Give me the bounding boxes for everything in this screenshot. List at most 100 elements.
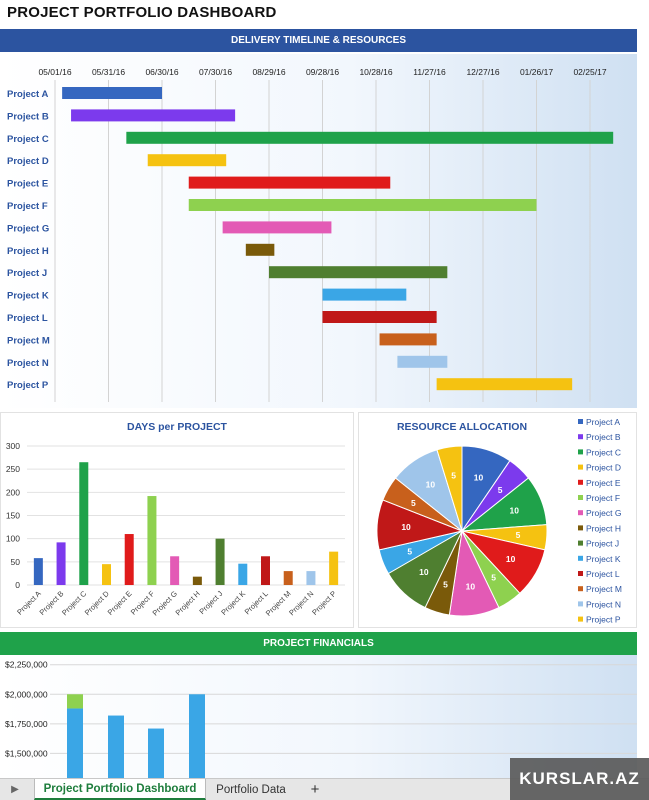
days-xtick: Project P [310,589,338,617]
days-bar-project-p [329,551,339,585]
days-bar-project-g [170,556,180,585]
days-panel: DAYS per PROJECT 0 50 100 150 200 250 300 Projec… [0,412,354,628]
days-bar-project-h [192,576,202,585]
pie-legend-swatch [578,540,583,546]
gantt-task-label: Project C [7,134,49,145]
gantt-bar-project-k [322,288,407,301]
fin-ytick: $1,750,000 [5,719,48,729]
gantt-panel: 05/01/16 05/31/16 06/30/16 07/30/16 08/29/16… [0,54,637,408]
pie-legend-swatch [578,479,583,485]
gantt-date-tick: 01/26/17 [520,67,553,77]
pie-legend-label: Project P [586,615,621,625]
gantt-bar-project-f [188,199,537,211]
pie-chart-title: RESOURCE ALLOCATION [397,421,527,433]
tab-portfolio-data[interactable]: Portfolio Data [216,783,286,796]
gantt-task-label: Project J [7,268,47,279]
pie-legend-label: Project H [586,523,621,533]
gantt-task-label: Project L [7,313,48,324]
days-xtick: Project K [219,589,247,617]
gantt-bar-project-b [71,109,236,122]
pie-legend-label: Project J [586,539,619,549]
add-sheet-button[interactable]: + [310,781,320,798]
days-bar-project-b [56,542,66,585]
fin-ytick: $2,250,000 [5,660,48,670]
fin-bar-base [108,715,124,778]
gantt-chart: 05/01/16 05/31/16 06/30/16 07/30/16 08/29/16… [7,67,614,402]
days-bar-project-k [238,563,248,585]
fin-bar-top [67,694,83,709]
pie-legend-label: Project N [586,599,621,609]
gantt-task-label: Project H [7,246,49,257]
pie-data-label: 5 [443,580,448,590]
gantt-task-label: Project P [7,380,49,391]
days-bar-project-l [261,556,270,585]
pie-legend-swatch [578,434,583,440]
timeline-section-header: DELIVERY TIMELINE & RESOURCES [0,29,637,52]
days-ytick: 100 [6,534,20,544]
pie-data-label: 5 [498,485,503,495]
pie-legend-label: Project G [586,508,621,518]
gantt-date-tick: 07/30/16 [199,67,232,77]
pie-data-label: 10 [474,472,484,482]
gantt-date-tick: 09/28/16 [306,67,339,77]
days-ytick: 50 [11,557,21,567]
resource-pie-chart: RESOURCE ALLOCATION 10 5 10 5 10 5 10 5 10 5 10 5 10 5… [376,417,622,625]
pie-data-label: 5 [411,498,416,508]
pie-legend-label: Project L [586,569,620,579]
days-bar-project-m [283,571,293,585]
gantt-task-label: Project M [7,335,50,346]
pie-legend-swatch [578,586,583,592]
pie-legend-swatch [578,571,583,576]
days-xtick: Project M [264,589,293,618]
pie-legend-swatch [578,449,583,455]
page-title: PROJECT PORTFOLIO DASHBOARD [7,4,277,21]
days-bar-project-c [79,462,89,585]
gantt-bar-project-a [62,87,163,99]
gantt-bar-project-h [245,243,275,256]
days-chart-title: DAYS per PROJECT [127,421,228,433]
sheet-tab-bar: ▶ Project Portfolio Dashboard Portfolio … [0,778,649,800]
gantt-task-label: Project B [7,111,49,122]
days-bar-project-e [124,534,134,585]
gantt-bar-project-n [397,355,448,368]
days-ytick: 150 [6,511,20,521]
gantt-task-label: Project E [7,179,48,190]
play-icon[interactable]: ▶ [11,784,19,795]
pie-data-label: 10 [401,522,411,532]
fin-bar-base [67,708,83,778]
days-bar-project-a [33,558,43,585]
gantt-date-tick: 05/01/16 [38,67,71,77]
pie-legend-label: Project K [586,554,621,564]
fin-ytick: $1,500,000 [5,748,48,758]
pie-legend-label: Project A [586,417,620,427]
days-bar-project-n [306,571,316,585]
tab-project-portfolio-dashboard[interactable]: Project Portfolio Dashboard [34,779,206,800]
pie-legend-swatch [578,555,583,561]
gantt-date-tick: 10/28/16 [359,67,392,77]
days-ytick: 300 [6,441,20,451]
pie-slice-project-p [436,445,463,532]
days-bar-project-d [102,564,111,585]
gantt-bar-project-e [188,176,391,189]
pie-legend-label: Project F [586,493,620,503]
pie-legend-swatch [578,419,583,424]
pie-data-label: 10 [426,480,436,490]
watermark-logo: KURSLAR.AZ [510,758,649,800]
gantt-bar-project-d [147,154,227,167]
pie-data-label: 5 [451,471,456,481]
financials-bar-chart: $1,500,000 $1,750,000 $2,000,000 $2,250,000 [5,660,637,778]
gantt-bar-project-c [126,131,614,144]
gantt-date-tick: 02/25/17 [573,67,606,77]
gantt-date-tick: 05/31/16 [92,67,125,77]
pie-data-label: 5 [407,546,412,556]
fin-bar-base [148,728,164,778]
pie-legend-swatch [578,510,583,516]
gantt-task-label: Project G [7,223,49,234]
pie-legend-swatch [578,525,583,531]
gantt-task-label: Project N [7,358,49,369]
days-ytick: 200 [6,487,20,497]
gantt-date-tick: 08/29/16 [252,67,285,77]
gantt-task-label: Project D [7,156,49,167]
pie-legend-swatch [578,601,583,607]
